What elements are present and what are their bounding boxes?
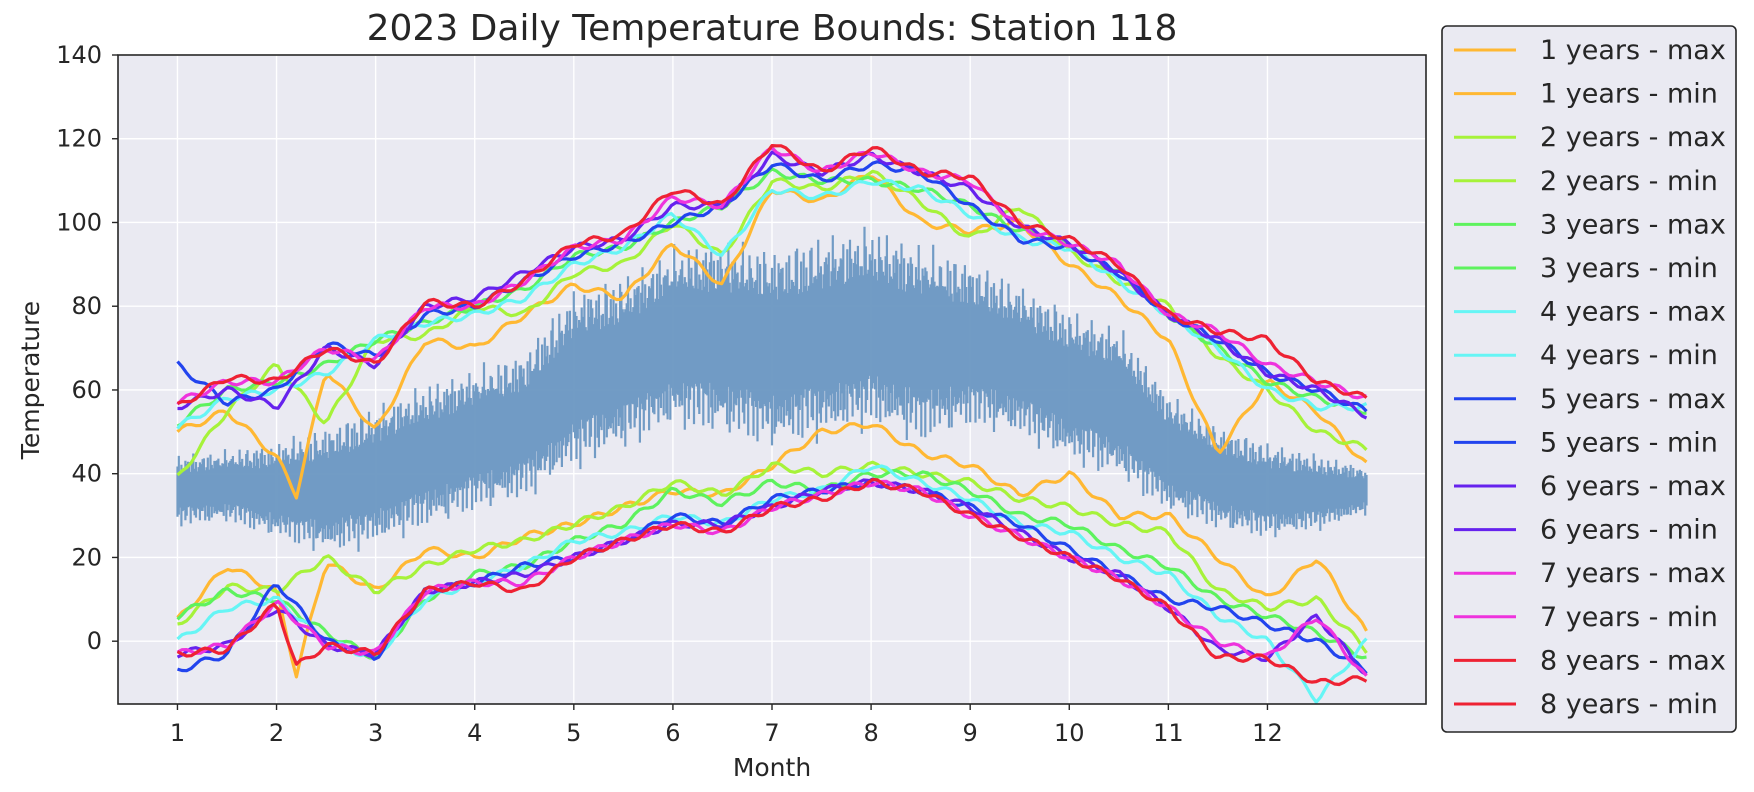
legend-label: 8 years - max [1540, 645, 1726, 676]
series-line [176, 468, 1367, 660]
legend-label: 3 years - max [1540, 209, 1726, 240]
legend-label: 4 years - min [1540, 340, 1718, 371]
x-tick-label: 3 [368, 719, 383, 747]
series-line [176, 477, 1368, 687]
x-tick-label: 1 [170, 719, 185, 747]
x-tick-label: 6 [665, 719, 680, 747]
legend-label: 8 years - min [1540, 689, 1718, 720]
y-tick-label: 140 [56, 41, 102, 69]
legend-frame [1441, 25, 1737, 733]
x-tick-label: 4 [467, 719, 482, 747]
series-line [176, 144, 1368, 405]
x-axis-ticks: 1 2 3 4 5 6 7 8 9 10 11 12 [170, 704, 1283, 747]
y-tick-label: 40 [71, 460, 102, 488]
legend: 1 years - max 1 years - min 2 years - max 2… [1441, 25, 1737, 733]
y-axis-ticks: 0 20 40 60 80 100 120 140 [56, 41, 118, 655]
daily-band-path [176, 226, 1368, 552]
series-line [177, 477, 1368, 675]
x-tick-label: 7 [764, 719, 779, 747]
legend-label: 2 years - min [1540, 166, 1718, 197]
y-axis-label: Temperature [16, 301, 45, 460]
legend-label: 7 years - min [1540, 602, 1718, 633]
y-tick-label: 20 [71, 543, 102, 571]
legend-label: 4 years - max [1540, 297, 1726, 328]
y-tick-label: 80 [71, 292, 102, 320]
y-tick-label: 120 [56, 125, 102, 153]
y-tick-label: 60 [71, 376, 102, 404]
legend-label: 1 years - min [1540, 79, 1718, 110]
daily-temperature-band [176, 226, 1368, 552]
legend-label: 1 years - max [1540, 35, 1726, 66]
legend-label: 7 years - max [1540, 558, 1726, 589]
x-tick-label: 10 [1054, 719, 1085, 747]
legend-label: 2 years - max [1540, 122, 1726, 153]
series-line [176, 422, 1368, 679]
x-tick-label: 8 [863, 719, 878, 747]
chart-title: 2023 Daily Temperature Bounds: Station 1… [367, 8, 1178, 49]
legend-label: 6 years - min [1540, 515, 1718, 546]
series-line [177, 460, 1368, 654]
x-tick-label: 9 [963, 719, 978, 747]
legend-label: 5 years - min [1540, 427, 1718, 458]
x-tick-label: 2 [269, 719, 284, 747]
y-tick-label: 100 [56, 208, 102, 236]
x-tick-label: 12 [1252, 719, 1283, 747]
legend-label: 3 years - min [1540, 253, 1718, 284]
x-tick-label: 11 [1153, 719, 1184, 747]
legend-label: 6 years - max [1540, 471, 1726, 502]
y-tick-label: 0 [87, 627, 102, 655]
legend-label: 5 years - max [1540, 384, 1726, 415]
series-lines [176, 144, 1368, 704]
x-axis-label: Month [733, 753, 811, 782]
x-tick-label: 5 [566, 719, 581, 747]
